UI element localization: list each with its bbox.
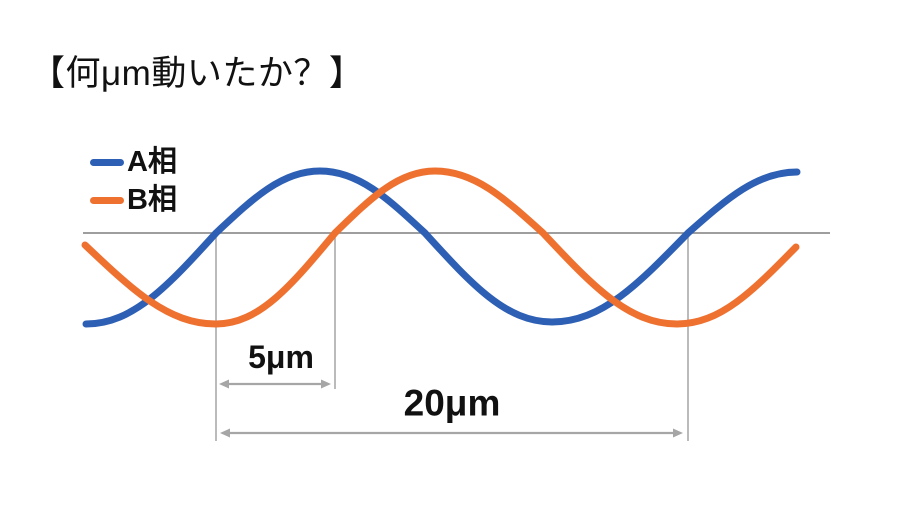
- wave-phase-a: [82, 167, 801, 328]
- phase-a-line-swatch: [90, 158, 124, 166]
- dimension-arrow-2-left-head: [220, 428, 230, 438]
- legend-label-phase-b: B相: [127, 183, 177, 216]
- dimension-arrow-1-right-head: [321, 379, 331, 389]
- phase-b-line-swatch: [90, 196, 124, 204]
- legend-item-phase-b: B相: [90, 184, 177, 216]
- dimension-arrow-1-left-head: [219, 379, 229, 389]
- legend-item-phase-a: A相: [90, 146, 177, 178]
- phase-shift-dimension-label: 5μm: [248, 339, 314, 375]
- page-title: 【何μm動いたか？】: [30, 54, 365, 93]
- period-dimension-label: 20μm: [403, 382, 501, 424]
- dimension-arrow-2-right-head: [673, 428, 683, 438]
- legend: A相 B相: [90, 146, 177, 216]
- wave-phase-b: [81, 167, 800, 328]
- legend-label-phase-a: A相: [127, 145, 177, 178]
